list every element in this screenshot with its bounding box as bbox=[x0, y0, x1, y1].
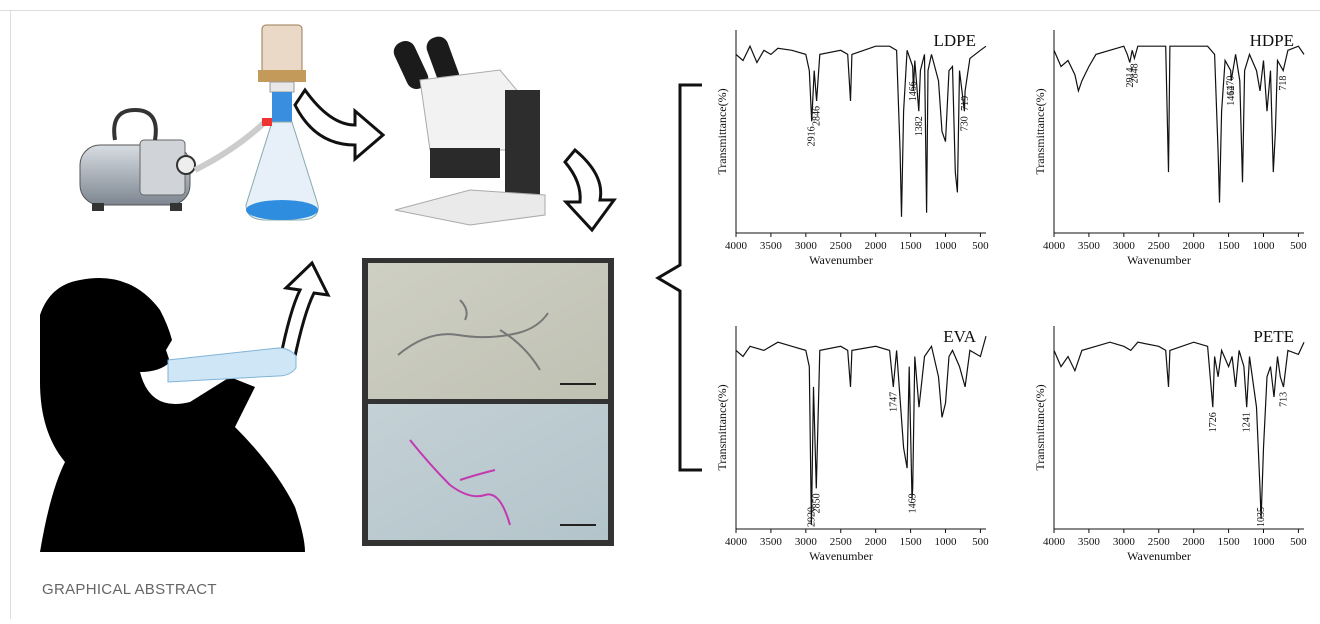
axis-frame bbox=[736, 30, 986, 233]
caption: GRAPHICAL ABSTRACT bbox=[42, 581, 217, 598]
x-tick-label: 4000 bbox=[725, 536, 748, 548]
x-axis-label: Wavenumber bbox=[809, 253, 873, 267]
x-tick-label: 1500 bbox=[1218, 240, 1241, 252]
spectrum-panel: 4000 3500 3000 2500 2000 1500 1000 500 Wavenumbe… bbox=[715, 326, 989, 563]
peak-label: 1469 bbox=[908, 493, 919, 513]
micrograph-panels bbox=[362, 258, 614, 546]
arrow bbox=[565, 150, 614, 230]
peak-label: 2916 bbox=[807, 126, 818, 146]
x-tick-label: 2000 bbox=[865, 240, 888, 252]
y-axis-label: Transmittance(%) bbox=[1033, 88, 1047, 174]
x-tick-label: 1500 bbox=[1218, 536, 1241, 548]
spectrum-panel: 4000 3500 3000 2500 2000 1500 1000 500 Wavenumbe… bbox=[1033, 30, 1307, 267]
y-axis-label: Transmittance(%) bbox=[715, 384, 729, 470]
axis-frame bbox=[1054, 326, 1304, 529]
x-tick-label: 2000 bbox=[1183, 536, 1206, 548]
arrow bbox=[295, 90, 383, 159]
panel-title: PETE bbox=[1253, 327, 1294, 346]
x-tick-label: 500 bbox=[1290, 240, 1307, 252]
peak-label: 719 bbox=[960, 96, 971, 111]
x-tick-label: 1000 bbox=[934, 240, 957, 252]
x-tick-label: 1000 bbox=[1252, 536, 1275, 548]
panel-title: LDPE bbox=[934, 31, 977, 50]
x-tick-label: 4000 bbox=[1043, 240, 1066, 252]
figure: GRAPHICAL ABSTRACT 4000 3500 3000 2500 2000 1… bbox=[0, 0, 1320, 619]
peak-label: 1462 bbox=[1226, 86, 1237, 106]
x-tick-label: 500 bbox=[972, 240, 989, 252]
peak-label: 1747 bbox=[888, 392, 899, 412]
page: GRAPHICAL ABSTRACT 4000 3500 3000 2500 2000 1… bbox=[0, 0, 1320, 624]
spectrum-panel: 4000 3500 3000 2500 2000 1500 1000 500 Wavenumbe… bbox=[715, 30, 989, 267]
x-tick-label: 1000 bbox=[1252, 240, 1275, 252]
x-tick-label: 2000 bbox=[865, 536, 888, 548]
x-tick-label: 4000 bbox=[1043, 536, 1066, 548]
x-tick-label: 3500 bbox=[760, 240, 783, 252]
x-axis-label: Wavenumber bbox=[809, 549, 873, 563]
peak-label: 1241 bbox=[1242, 412, 1253, 432]
spectrum-line bbox=[736, 336, 986, 525]
x-tick-label: 1500 bbox=[900, 536, 923, 548]
peak-label: 1382 bbox=[914, 116, 925, 136]
x-axis-label: Wavenumber bbox=[1127, 253, 1191, 267]
x-tick-label: 3000 bbox=[1113, 240, 1136, 252]
x-tick-label: 3000 bbox=[795, 240, 818, 252]
peak-label: 1035 bbox=[1256, 507, 1267, 527]
x-tick-label: 3500 bbox=[1078, 536, 1101, 548]
x-tick-label: 3000 bbox=[795, 536, 818, 548]
x-tick-label: 3000 bbox=[1113, 536, 1136, 548]
x-axis-label: Wavenumber bbox=[1127, 549, 1191, 563]
x-tick-label: 3500 bbox=[1078, 240, 1101, 252]
vacuum-pump bbox=[80, 110, 265, 211]
peak-label: 2846 bbox=[812, 106, 823, 126]
bracket bbox=[658, 85, 702, 470]
spectrum-line bbox=[1054, 46, 1304, 202]
panel-title: HDPE bbox=[1250, 31, 1294, 50]
peak-label: 713 bbox=[1279, 392, 1290, 407]
x-tick-label: 2000 bbox=[1183, 240, 1206, 252]
y-axis-label: Transmittance(%) bbox=[715, 88, 729, 174]
spectrum-panel: 4000 3500 3000 2500 2000 1500 1000 500 Wavenumbe… bbox=[1033, 326, 1307, 563]
x-tick-label: 2500 bbox=[830, 536, 853, 548]
x-tick-label: 500 bbox=[1290, 536, 1307, 548]
x-tick-label: 2500 bbox=[1148, 240, 1171, 252]
panel-title: EVA bbox=[943, 327, 976, 346]
x-tick-label: 1000 bbox=[934, 536, 957, 548]
peak-label: 718 bbox=[1278, 76, 1289, 91]
axis-frame bbox=[1054, 30, 1304, 233]
x-tick-label: 4000 bbox=[725, 240, 748, 252]
peak-label: 1466 bbox=[908, 81, 919, 101]
drinking-silhouette bbox=[40, 278, 305, 552]
x-tick-label: 500 bbox=[972, 536, 989, 548]
y-axis-label: Transmittance(%) bbox=[1033, 384, 1047, 470]
spectrum-line bbox=[736, 46, 986, 217]
peak-label: 2848 bbox=[1129, 63, 1140, 83]
microscope bbox=[390, 34, 545, 225]
peak-label: 1726 bbox=[1208, 412, 1219, 432]
x-tick-label: 3500 bbox=[760, 536, 783, 548]
peak-label: 2850 bbox=[811, 493, 822, 513]
x-tick-label: 1500 bbox=[900, 240, 923, 252]
x-tick-label: 2500 bbox=[830, 240, 853, 252]
x-tick-label: 2500 bbox=[1148, 536, 1171, 548]
peak-label: 730 bbox=[959, 116, 970, 131]
spectrum-line bbox=[1054, 342, 1304, 519]
arrow bbox=[280, 263, 328, 361]
